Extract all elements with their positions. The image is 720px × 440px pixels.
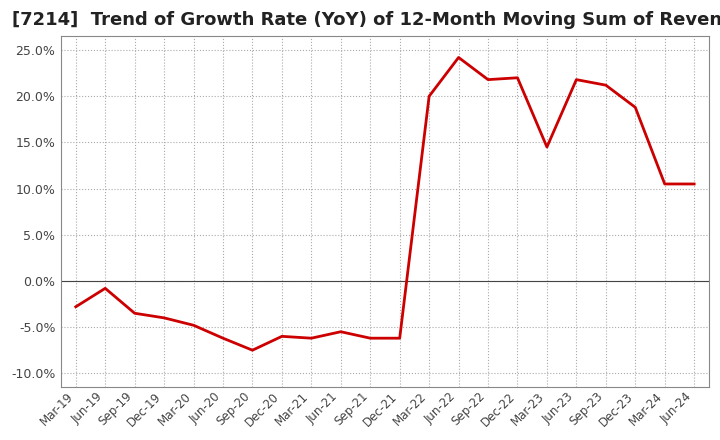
Title: [7214]  Trend of Growth Rate (YoY) of 12-Month Moving Sum of Revenues: [7214] Trend of Growth Rate (YoY) of 12-… bbox=[12, 11, 720, 29]
